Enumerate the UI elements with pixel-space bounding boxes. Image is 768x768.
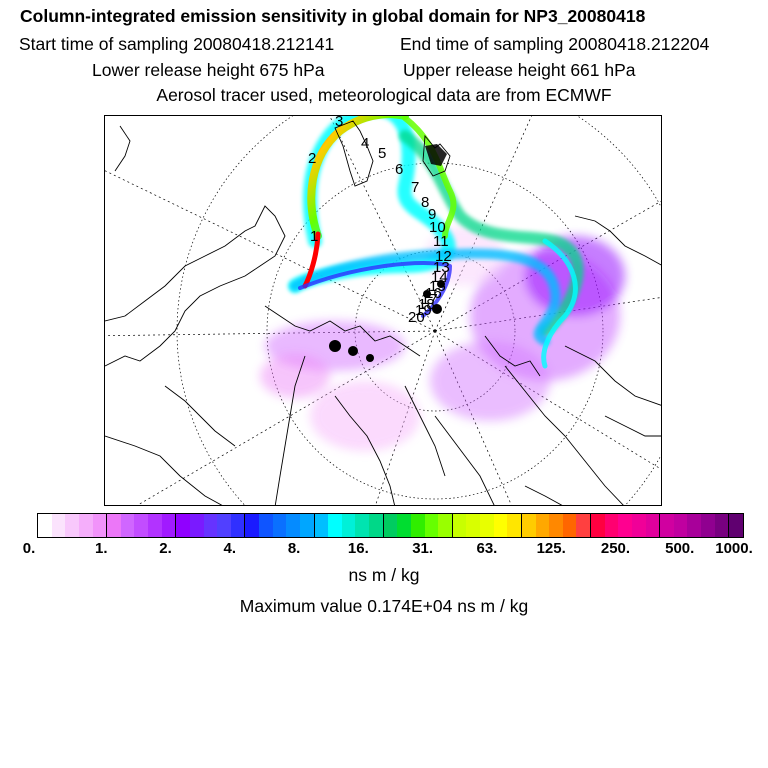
track-label: 6	[395, 161, 403, 178]
trajectory-labels: 1 2 3 4 5 6 7 8 9 10 11 12 13 14 15 16 1…	[308, 116, 452, 326]
colorbar-swatch	[120, 514, 135, 537]
plot-title: Column-integrated emission sensitivity i…	[20, 6, 646, 26]
colorbar-swatch	[161, 514, 177, 537]
colorbar-tick: 250.	[600, 540, 631, 557]
colorbar-tick: 1.	[95, 540, 108, 557]
track-label: 7	[411, 179, 419, 196]
colorbar-swatch	[631, 514, 646, 537]
track-label: 15	[429, 278, 446, 295]
track-label: 9	[428, 206, 436, 223]
colorbar-swatch	[714, 514, 730, 537]
landmass-fills	[329, 144, 447, 362]
colorbar-swatch	[535, 514, 550, 537]
colorbar-swatch	[397, 514, 411, 537]
colorbar-swatch	[645, 514, 661, 537]
end-time-label: End time of sampling 20080418.212204	[400, 34, 710, 54]
colorbar-swatch	[507, 514, 522, 537]
colorbar-swatch	[701, 514, 715, 537]
colorbar-tick: 125.	[536, 540, 566, 557]
colorbar-swatch	[341, 514, 356, 537]
map-canvas: 1 2 3 4 5 6 7 8 9 10 11 12 13 14 15 16 1…	[105, 116, 661, 505]
track-label: 10	[429, 219, 446, 236]
colorbar	[37, 513, 744, 538]
colorbar-swatch	[618, 514, 632, 537]
colorbar-tick: 1000.	[715, 540, 753, 557]
track-label: 3	[335, 116, 343, 130]
track-label: 5	[378, 145, 386, 162]
colorbar-swatch	[673, 514, 688, 537]
colorbar-swatch	[38, 514, 52, 537]
colorbar-swatch	[314, 514, 329, 537]
colorbar-tick: 31.	[412, 540, 434, 557]
coastlines	[105, 120, 661, 505]
start-time-label: Start time of sampling 20080418.212141	[19, 34, 335, 54]
colorbar-swatch	[148, 514, 162, 537]
colorbar-swatch	[189, 514, 204, 537]
colorbar-swatch	[286, 514, 300, 537]
colorbar-swatch	[92, 514, 108, 537]
colorbar-swatch	[383, 514, 398, 537]
colorbar-units: ns m / kg	[348, 565, 420, 585]
colorbar-swatch	[521, 514, 536, 537]
lower-release-height-label: Lower release height 675 hPa	[92, 60, 325, 80]
track-label: 19	[415, 302, 432, 319]
track-label: 12	[435, 248, 452, 265]
colorbar-tick: 16.	[347, 540, 369, 557]
track-label: 11	[433, 233, 449, 250]
track-label: 18	[418, 296, 435, 313]
colorbar-swatch	[299, 514, 315, 537]
colorbar-swatch	[687, 514, 701, 537]
upper-release-height-label: Upper release height 661 hPa	[403, 60, 636, 80]
track-label: 13	[433, 259, 450, 276]
colorbar-tick: 63.	[476, 540, 498, 557]
colorbar-tick: 500.	[665, 540, 695, 557]
colorbar-swatch	[134, 514, 148, 537]
colorbar-tick: 8.	[287, 540, 301, 557]
colorbar-swatch	[493, 514, 508, 537]
colorbar-swatch	[729, 514, 743, 537]
track-label: 2	[308, 150, 316, 167]
colorbar-tick: 4.	[223, 540, 237, 557]
colorbar-swatch	[591, 514, 605, 537]
colorbar-swatch	[203, 514, 218, 537]
colorbar-swatch	[424, 514, 439, 537]
colorbar-swatch	[245, 514, 259, 537]
aerosol-tracer-label: Aerosol tracer used, meteorological data…	[156, 85, 612, 105]
colorbar-swatch	[51, 514, 66, 537]
colorbar-swatch	[410, 514, 425, 537]
colorbar-swatch	[65, 514, 79, 537]
maximum-value-label: Maximum value 0.174E+04 ns m / kg	[239, 596, 529, 616]
colorbar-swatch	[660, 514, 674, 537]
colorbar-swatch	[328, 514, 342, 537]
colorbar-swatch	[562, 514, 577, 537]
colorbar-swatch	[549, 514, 563, 537]
track-label: 14	[431, 269, 448, 286]
track-label: 8	[421, 194, 429, 211]
colorbar-swatch	[259, 514, 273, 537]
track-label: 4	[361, 135, 369, 152]
colorbar-tick: 0.	[22, 540, 36, 557]
colorbar-tick: 2.	[159, 540, 172, 557]
colorbar-swatch	[480, 514, 494, 537]
track-label: 20	[408, 309, 425, 326]
colorbar-swatch	[176, 514, 190, 537]
colorbar-swatch	[369, 514, 384, 537]
colorbar-swatch	[78, 514, 93, 537]
colorbar-swatch	[230, 514, 246, 537]
colorbar-swatch	[604, 514, 619, 537]
colorbar-swatch	[217, 514, 231, 537]
colorbar-swatch	[466, 514, 480, 537]
track-label: 1	[310, 228, 318, 245]
colorbar-swatch	[576, 514, 591, 537]
colorbar-swatch	[107, 514, 121, 537]
colorbar-swatch	[272, 514, 287, 537]
colorbar-swatch	[452, 514, 467, 537]
sensitivity-plume-core	[288, 116, 584, 369]
track-label: 17	[421, 291, 438, 308]
track-label: 16	[425, 285, 442, 302]
colorbar-swatch	[438, 514, 453, 537]
polar-map: 1 2 3 4 5 6 7 8 9 10 11 12 13 14 15 16 1…	[104, 115, 662, 506]
colorbar-swatch	[355, 514, 369, 537]
